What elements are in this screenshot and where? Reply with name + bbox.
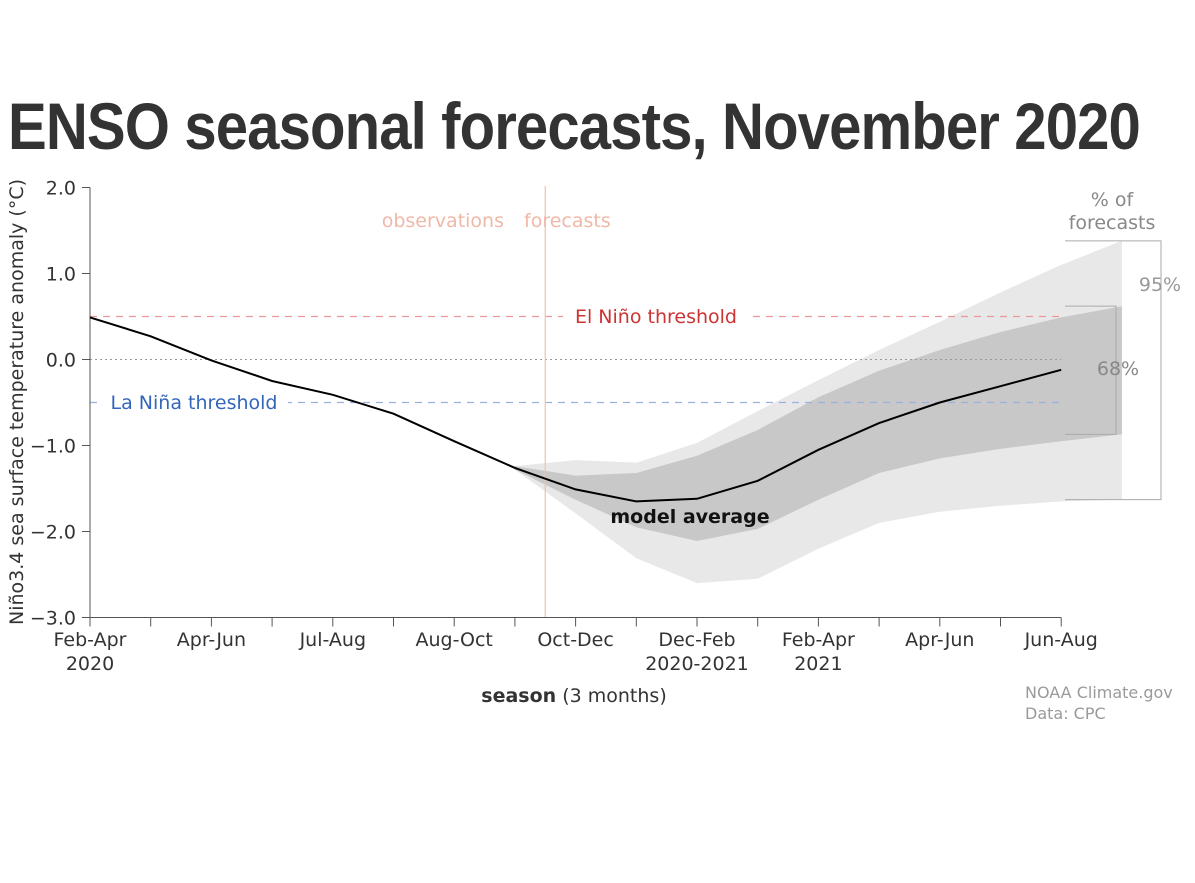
y-tick-label: −3.0 <box>30 608 76 630</box>
model-average-label: model average <box>610 506 769 528</box>
x-tick-label: Feb-Apr <box>54 629 127 651</box>
bracket-68-percent <box>1065 305 1117 435</box>
x-tick-label: Dec-Feb <box>658 629 735 651</box>
y-tick-label: −2.0 <box>30 522 76 544</box>
x-tick-label: Feb-Apr <box>782 629 855 651</box>
la-nina-label-background <box>100 389 288 415</box>
percent-header-line2: forecasts <box>1069 212 1156 234</box>
x-axis-title-bold: season <box>481 685 556 707</box>
y-tick-label: 1.0 <box>46 264 76 286</box>
x-axis-title-rest: (3 months) <box>556 685 667 707</box>
x-tick-label: Apr-Jun <box>905 629 974 651</box>
annotations: observations forecasts El Niño threshold La… <box>100 189 1181 723</box>
y-tick-label: 0.0 <box>46 350 76 372</box>
observations-label: observations <box>382 210 504 232</box>
x-tick-label: Apr-Jun <box>177 629 246 651</box>
percent-68-label: 68% <box>1097 358 1139 380</box>
chart-title: ENSO seasonal forecasts, November 2020 <box>8 89 1141 163</box>
percent-95-label: 95% <box>1139 274 1181 296</box>
credit-source: NOAA Climate.gov <box>1025 683 1173 702</box>
credit-data: Data: CPC <box>1025 704 1106 723</box>
y-axis-title: Niño3.4 sea surface temperature anomaly … <box>6 179 28 625</box>
uncertainty-bands <box>514 240 1122 584</box>
x-tick-label: Jul-Aug <box>299 629 366 651</box>
x-axis-title: season (3 months) <box>481 685 666 707</box>
model-average-line <box>89 316 1062 503</box>
y-tick-label: −1.0 <box>30 436 76 458</box>
bracket-95-percent <box>1065 240 1162 501</box>
x-tick-sublabel: 2020-2021 <box>645 653 749 675</box>
x-tick-sublabel: 2020 <box>66 653 114 675</box>
x-tick-label: Oct-Dec <box>537 629 613 651</box>
series <box>89 316 1062 503</box>
x-tick-label: Aug-Oct <box>416 629 493 651</box>
y-tick-label: 2.0 <box>46 178 76 200</box>
el-nino-label-background <box>563 303 749 329</box>
band-68-percent <box>514 306 1122 541</box>
percent-header-line1: % of <box>1091 189 1135 211</box>
x-tick-label: Jun-Aug <box>1024 629 1098 651</box>
x-tick-sublabel: 2021 <box>794 653 842 675</box>
forecasts-label: forecasts <box>524 210 611 232</box>
la-nina-label: La Niña threshold <box>111 392 278 414</box>
el-nino-label: El Niño threshold <box>575 306 737 328</box>
